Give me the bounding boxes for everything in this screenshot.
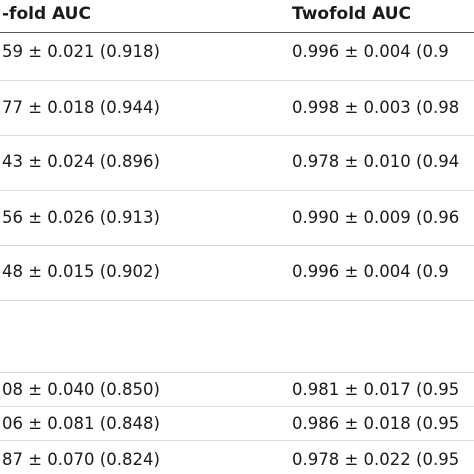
header-rule [0, 32, 474, 33]
column-header: Twofold AUC [292, 4, 412, 24]
column-header: -fold AUC [2, 4, 91, 24]
row-rule [0, 372, 474, 373]
table-cell: 77 ± 0.018 (0.944) [2, 98, 160, 117]
row-rule [0, 440, 474, 441]
table-cell: 87 ± 0.070 (0.824) [2, 450, 160, 469]
row-rule [0, 245, 474, 246]
table-cell: 56 ± 0.026 (0.913) [2, 208, 160, 227]
table-cell: 0.978 ± 0.022 (0.95 [292, 450, 460, 469]
table-cell: 0.990 ± 0.009 (0.96 [292, 208, 460, 227]
table-cell: 0.986 ± 0.018 (0.95 [292, 414, 460, 433]
table-cell: 43 ± 0.024 (0.896) [2, 152, 160, 171]
row-rule [0, 300, 474, 301]
table-cell: 0.998 ± 0.003 (0.98 [292, 98, 460, 117]
table-cell: 06 ± 0.081 (0.848) [2, 414, 160, 433]
row-rule [0, 80, 474, 81]
table-cell: 0.981 ± 0.017 (0.95 [292, 380, 460, 399]
table-cell: 59 ± 0.021 (0.918) [2, 42, 160, 61]
table-cell: 0.978 ± 0.010 (0.94 [292, 152, 460, 171]
table-cell: 0.996 ± 0.004 (0.9 [292, 262, 449, 281]
row-rule [0, 406, 474, 407]
table-cell: 48 ± 0.015 (0.902) [2, 262, 160, 281]
table-cell: 0.996 ± 0.004 (0.9 [292, 42, 449, 61]
table-cell: 08 ± 0.040 (0.850) [2, 380, 160, 399]
row-rule [0, 135, 474, 136]
row-rule [0, 190, 474, 191]
